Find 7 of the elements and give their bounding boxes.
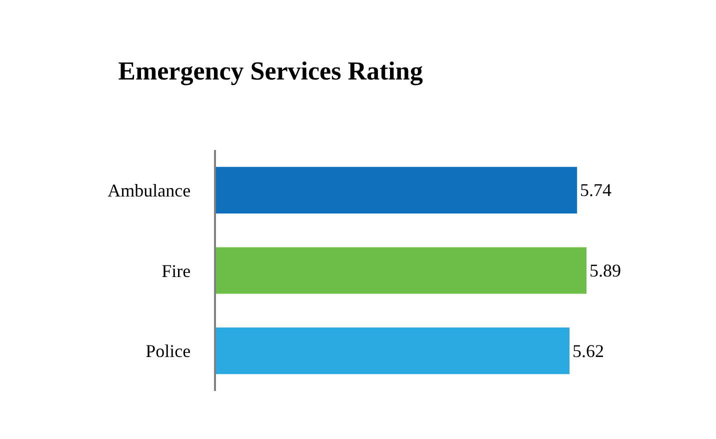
y-tick-label: Fire <box>162 260 191 281</box>
chart-title: Emergency Services Rating <box>118 56 423 86</box>
y-tick-label: Ambulance <box>108 180 191 200</box>
data-label: 5.74 <box>580 180 612 200</box>
data-label: 5.89 <box>590 260 621 280</box>
data-label: 5.62 <box>572 340 604 361</box>
y-tick-label: Police <box>146 341 191 362</box>
